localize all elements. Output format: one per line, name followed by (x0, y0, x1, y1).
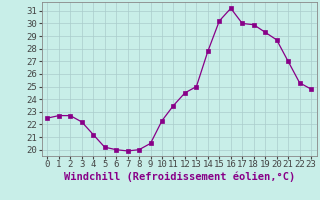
X-axis label: Windchill (Refroidissement éolien,°C): Windchill (Refroidissement éolien,°C) (64, 172, 295, 182)
